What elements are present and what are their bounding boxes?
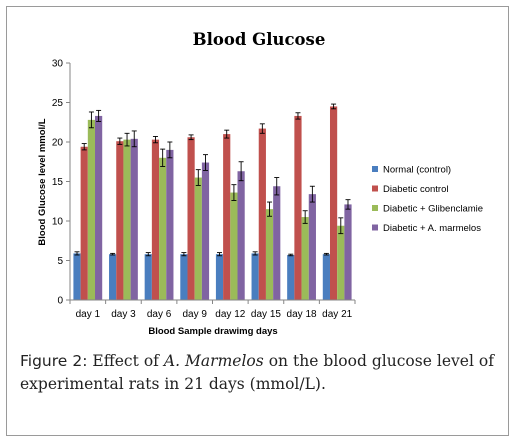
bar [215,254,224,300]
bar [344,204,352,300]
bar [329,106,338,300]
y-axis-label: Blood Glucose level mmol/L [37,118,48,245]
x-tick-label: day 3 [111,309,136,320]
y-tick-label: 25 [52,98,64,109]
bar [322,254,330,300]
caption-text-before: Effect of [87,352,164,370]
bar [73,253,81,300]
bar [80,146,88,300]
y-tick-label: 30 [52,59,64,70]
legend-swatch [372,166,378,172]
chart-title: Blood Glucose [193,30,326,49]
legend-label: Diabetic + Glibenclamie [383,204,483,215]
y-tick-label: 10 [52,217,64,228]
bar [123,139,131,300]
x-tick-label: day 6 [147,309,172,320]
bar [301,217,309,300]
bar [180,254,188,300]
legend-swatch [372,224,378,231]
bar [166,149,174,300]
bar [109,254,117,300]
bar [223,134,231,300]
bar [258,128,266,300]
bar [294,115,302,301]
x-axis-ticks: day 1 day 3 day 6 day 9 day 12 day 15 day 18 da… [69,300,356,320]
legend-label: Diabetic + A. marmelos [383,223,481,234]
bar [159,157,167,300]
x-tick-label: day 1 [76,309,101,320]
y-tick-label: 20 [52,138,64,149]
caption-species: A. Marmelos [163,352,264,370]
bar [337,225,345,300]
x-axis-label: Blood Sample drawimg days [148,326,277,337]
bar [116,141,124,300]
y-tick-label: 15 [52,177,64,188]
bar [95,115,103,301]
legend-label: Diabetic control [383,184,448,195]
y-axis-ticks: 0 5 10 15 20 25 30 [52,59,70,307]
y-tick-label: 0 [57,296,63,307]
x-tick-label: day 12 [215,309,245,320]
caption-text-after: on the blood glucose level of experiment… [20,352,494,393]
bar [144,254,152,300]
legend-label: Normal (control) [383,165,451,176]
bar [251,253,259,300]
bar [151,139,160,300]
bar [237,171,245,300]
x-tick-label: day 15 [251,309,281,320]
bars [73,103,352,301]
bar [187,137,195,300]
bar [201,162,210,300]
bar [273,186,281,300]
figure-caption: Figure 2: Effect of A. Marmelos on the b… [20,350,494,396]
legend-swatch [372,185,378,192]
bar [230,192,238,300]
caption-label: Figure 2: [20,352,88,370]
bar [265,209,274,300]
y-tick-label: 5 [57,256,63,267]
bar [194,177,202,300]
x-tick-label: day 9 [182,309,207,320]
x-tick-label: day 18 [287,309,317,320]
legend-swatch [372,205,378,211]
bar [130,138,138,300]
legend: Normal (control) Diabetic control Diabetic… [372,165,483,234]
bar [308,194,316,300]
bar [287,254,295,300]
bar [87,119,96,300]
x-tick-label: day 21 [322,309,352,320]
